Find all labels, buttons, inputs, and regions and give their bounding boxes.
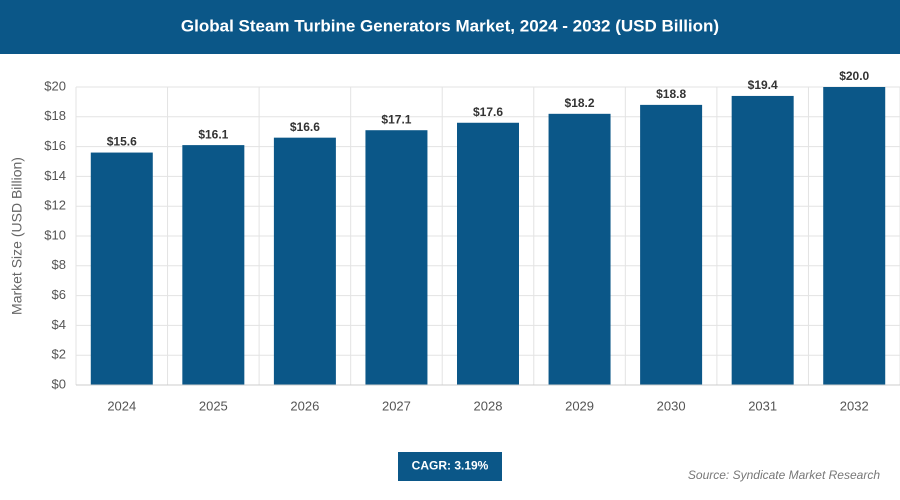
value-label: $18.2 — [565, 96, 595, 110]
y-tick-label: $2 — [52, 347, 66, 362]
bar — [273, 137, 336, 385]
y-tick-label: $4 — [52, 317, 66, 332]
value-label: $16.1 — [198, 127, 228, 141]
source-note: Source: Syndicate Market Research — [688, 468, 880, 482]
x-tick-label: 2024 — [107, 398, 136, 413]
bar — [182, 145, 245, 385]
value-label: $16.6 — [290, 120, 320, 134]
y-tick-label: $14 — [44, 168, 66, 183]
cagr-label: CAGR: 3.19% — [412, 459, 489, 473]
bar — [823, 87, 886, 385]
x-tick-label: 2028 — [474, 398, 503, 413]
y-tick-label: $8 — [52, 257, 66, 272]
y-tick-label: $0 — [52, 376, 66, 391]
bar — [640, 104, 703, 385]
bar — [457, 122, 519, 385]
value-label: $19.4 — [748, 78, 778, 92]
y-tick-label: $10 — [44, 227, 66, 242]
chart-title: Global Steam Turbine Generators Market, … — [181, 16, 719, 35]
y-tick-label: $6 — [52, 287, 66, 302]
x-tick-label: 2032 — [840, 398, 869, 413]
value-label: $15.6 — [107, 135, 137, 149]
x-tick-label: 2031 — [748, 398, 777, 413]
bar — [731, 95, 794, 385]
y-tick-label: $18 — [44, 108, 66, 123]
y-tick-label: $20 — [44, 78, 66, 93]
bar — [548, 113, 611, 385]
y-tick-label: $12 — [44, 198, 66, 213]
y-tick-label: $16 — [44, 138, 66, 153]
x-tick-label: 2029 — [565, 398, 594, 413]
value-label: $20.0 — [839, 69, 869, 83]
x-tick-label: 2027 — [382, 398, 411, 413]
header-band — [0, 0, 900, 54]
value-label: $17.1 — [381, 112, 411, 126]
x-tick-label: 2030 — [657, 398, 686, 413]
cagr-box — [398, 452, 502, 481]
value-label: $18.8 — [656, 87, 686, 101]
y-axis-label: Market Size (USD Billion) — [9, 157, 25, 315]
bar — [90, 152, 153, 385]
value-label: $17.6 — [473, 105, 503, 119]
bar — [365, 130, 428, 385]
x-tick-label: 2025 — [199, 398, 228, 413]
x-tick-label: 2026 — [290, 398, 319, 413]
